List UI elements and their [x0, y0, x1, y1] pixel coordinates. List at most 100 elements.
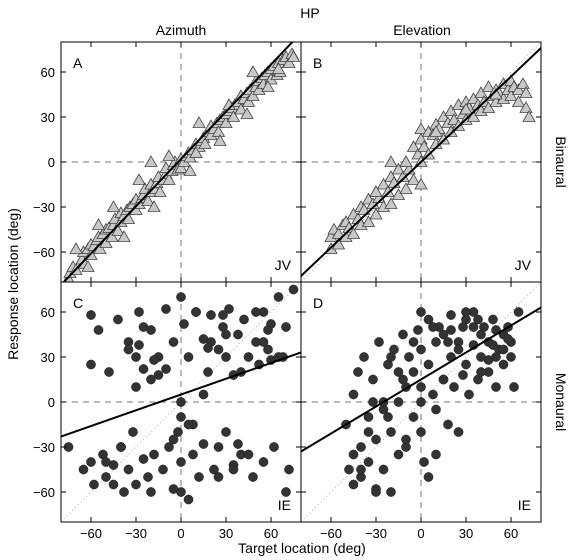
data-point — [117, 230, 131, 242]
data-point — [476, 367, 486, 377]
data-point — [263, 344, 273, 355]
data-point — [376, 177, 391, 190]
data-point — [138, 322, 149, 332]
data-point — [386, 487, 396, 497]
data-point — [284, 464, 294, 475]
data-point — [511, 95, 526, 107]
data-point — [128, 427, 138, 437]
x-tick-label: −60 — [80, 526, 102, 541]
data-point — [176, 412, 186, 422]
data-point — [363, 427, 374, 437]
panel-D: −60 −30 0 30 60 D IE — [300, 281, 542, 541]
panel-letter: B — [313, 55, 322, 71]
data-point — [348, 479, 359, 490]
data-point — [282, 56, 296, 68]
data-point — [513, 307, 524, 317]
data-point — [147, 200, 161, 212]
data-point — [86, 310, 96, 320]
data-point — [516, 77, 530, 89]
data-point — [81, 260, 95, 272]
data-point — [269, 442, 279, 452]
data-point — [258, 337, 269, 347]
data-point — [431, 449, 441, 460]
data-point — [183, 419, 194, 430]
data-point — [243, 352, 254, 362]
data-point — [286, 50, 301, 62]
row-title-binaural: Binaural — [553, 136, 569, 187]
data-point — [481, 101, 496, 113]
data-point — [374, 337, 384, 347]
data-point — [113, 314, 123, 325]
y-tick-label: 0 — [48, 155, 55, 170]
data-point — [504, 89, 518, 101]
regression-line — [61, 351, 301, 438]
data-point — [474, 86, 488, 98]
data-point — [356, 442, 366, 452]
data-point — [213, 442, 224, 452]
data-point — [406, 173, 421, 185]
data-point — [86, 457, 96, 467]
data-point — [158, 464, 168, 475]
data-point — [346, 227, 361, 239]
regression-line — [301, 47, 541, 277]
data-point — [408, 337, 419, 347]
data-point — [228, 464, 239, 475]
data-point — [393, 449, 404, 460]
panel-letter: A — [73, 55, 83, 71]
data-point — [386, 352, 396, 362]
panel-letter: C — [73, 295, 83, 311]
data-point — [519, 86, 533, 98]
data-point — [176, 292, 186, 302]
data-point — [503, 334, 513, 344]
data-point — [176, 397, 186, 407]
data-point — [233, 439, 243, 449]
data-point — [459, 102, 473, 115]
data-point — [162, 173, 176, 185]
x-axis-label: Target location (deg) — [238, 540, 366, 556]
y-tick-label: 0 — [48, 395, 55, 410]
regression-line — [301, 306, 541, 453]
data-point — [168, 337, 179, 347]
data-point — [161, 364, 171, 374]
col-title-azimuth: Azimuth — [156, 22, 207, 38]
data-point — [132, 173, 146, 185]
col-title-elevation: Elevation — [393, 22, 451, 38]
panel-A: −60 −30 0 30 60 A JV — [33, 41, 302, 283]
data-point — [416, 307, 426, 317]
y-tick-label: 60 — [41, 305, 55, 320]
data-point — [446, 310, 456, 320]
subject-label: IE — [518, 497, 531, 513]
data-point — [414, 122, 428, 134]
data-point — [271, 62, 286, 74]
data-point — [86, 359, 96, 370]
data-point — [146, 374, 156, 385]
x-tick-label: 60 — [504, 526, 518, 541]
data-point — [399, 182, 413, 194]
data-point — [506, 352, 516, 362]
data-point — [419, 457, 429, 467]
data-point — [198, 389, 209, 400]
data-point — [138, 454, 149, 464]
data-point — [105, 230, 119, 242]
data-point — [348, 389, 359, 400]
row-title-monaural: Monaural — [553, 373, 569, 431]
data-point — [258, 457, 269, 467]
data-point — [391, 188, 406, 200]
x-tick-label: −30 — [125, 526, 147, 541]
data-point — [176, 487, 186, 497]
data-point — [168, 434, 179, 445]
data-point — [386, 427, 396, 437]
data-point — [153, 185, 167, 197]
data-point — [423, 472, 434, 482]
data-point — [93, 325, 104, 335]
data-point — [413, 325, 423, 335]
data-point — [261, 80, 275, 92]
data-point — [348, 449, 359, 460]
data-point — [481, 80, 496, 92]
data-point — [453, 427, 464, 437]
data-point — [233, 329, 243, 340]
data-point — [353, 367, 363, 377]
identity-line — [301, 42, 541, 282]
data-point — [189, 146, 203, 158]
data-point — [174, 161, 188, 173]
